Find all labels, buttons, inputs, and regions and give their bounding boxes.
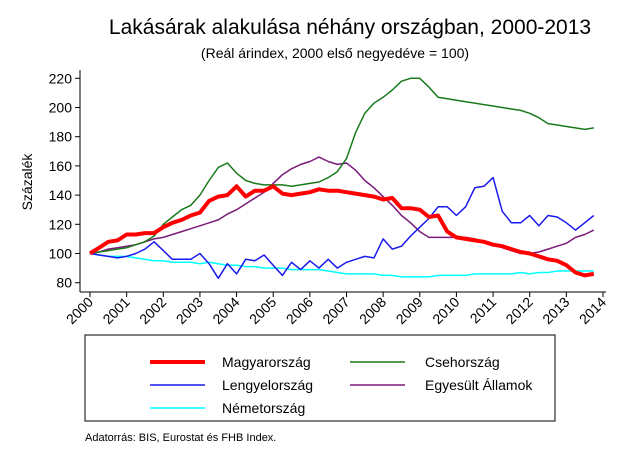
chart-title: Lakásárak alakulása néhány országban, 20…: [109, 16, 591, 39]
y-tick-label: 200: [49, 100, 73, 116]
series-line: [89, 176, 595, 280]
y-axis-label: Százalék: [19, 153, 35, 211]
legend-label: Németország: [222, 400, 305, 416]
y-tick-label: 220: [49, 70, 73, 86]
source-note: Adatorrás: BIS, Eurostat és FHB Index.: [85, 432, 276, 444]
chart-subtitle: (Reál árindex, 2000 első negyedéve = 100…: [201, 45, 469, 61]
y-tick-label: 180: [49, 129, 73, 145]
y-tick-label: 160: [49, 158, 73, 174]
y-tick-label: 140: [49, 187, 73, 203]
y-tick-label: 120: [49, 216, 73, 232]
y-tick-label: 100: [49, 246, 73, 262]
legend-box: [84, 334, 556, 422]
legend-label: Csehország: [425, 354, 500, 370]
legend-label: Egyesült Államok: [425, 377, 533, 393]
series-line: [89, 77, 594, 255]
legend-label: Lengyelország: [222, 377, 313, 393]
series-line: [89, 252, 594, 278]
legend-label: Magyarország: [222, 354, 311, 370]
series-line: [88, 184, 595, 278]
y-tick-label: 80: [56, 275, 72, 291]
